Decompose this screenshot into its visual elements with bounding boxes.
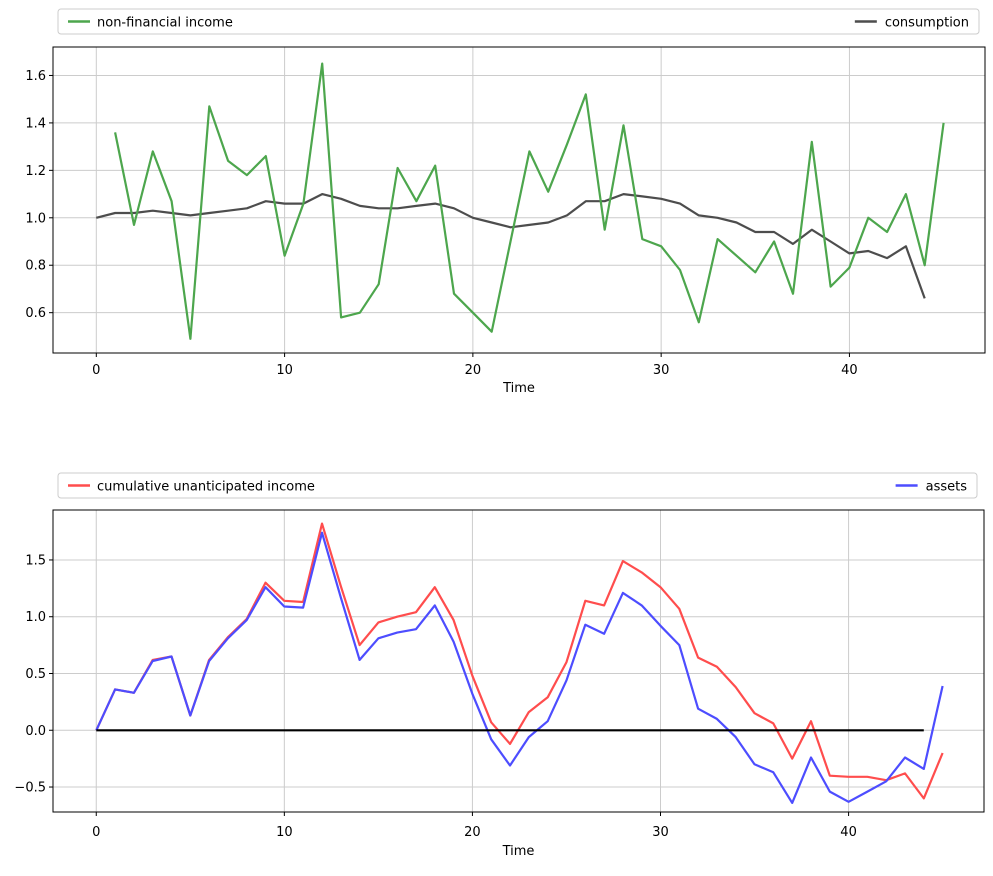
legend-box [57, 472, 978, 499]
y-tick-label: 0.8 [25, 259, 46, 274]
y-tick-label: −0.5 [14, 781, 46, 796]
legend-label: cumulative unanticipated income [97, 480, 315, 495]
legend-box [57, 8, 980, 35]
x-tick-label: 30 [652, 825, 669, 840]
plot-frame [52, 46, 986, 354]
top-chart: 0 10 20 30 40 0.6 0.8 1.0 1.2 1.4 1.6 Time non-finan… [25, 8, 986, 396]
plot-frame [52, 509, 985, 813]
x-tick-label: 40 [841, 363, 858, 378]
x-tick-label: 20 [465, 363, 482, 378]
y-tick-label: 0.6 [25, 306, 46, 321]
legend-label: assets [926, 480, 968, 495]
x-tick-label: 40 [840, 825, 857, 840]
x-tick-label: 0 [92, 825, 100, 840]
bottom-chart: 0 10 20 30 40 −0.5 0.0 0.5 1.0 1.5 Time cumulative … [14, 472, 985, 859]
series-cumulative-unanticipated-income [95, 522, 944, 800]
series-consumption [96, 193, 926, 299]
y-tick-label: 1.5 [25, 553, 46, 568]
x-tick-label: 0 [92, 363, 100, 378]
y-tick-label: 1.0 [25, 211, 46, 226]
axis-label-time: Time [502, 381, 535, 396]
series-non-financial-income [114, 62, 945, 340]
y-tick-label: 0.0 [25, 724, 46, 739]
y-tick-label: 1.4 [25, 116, 46, 131]
x-tick-label: 20 [464, 825, 481, 840]
legend: cumulative unanticipated income assets [57, 472, 978, 499]
x-tick-label: 10 [276, 825, 293, 840]
x-tick-label: 10 [276, 363, 293, 378]
y-tick-label: 1.6 [25, 69, 46, 84]
y-tick-label: 1.0 [25, 610, 46, 625]
y-tick-label: 0.5 [25, 667, 46, 682]
axis-label-time: Time [502, 844, 535, 859]
series-assets [95, 531, 944, 805]
legend: non-financial income consumption [57, 8, 980, 35]
legend-label: non-financial income [97, 16, 233, 31]
x-tick-label: 30 [653, 363, 670, 378]
y-tick-label: 1.2 [25, 164, 46, 179]
legend-label: consumption [885, 16, 969, 31]
